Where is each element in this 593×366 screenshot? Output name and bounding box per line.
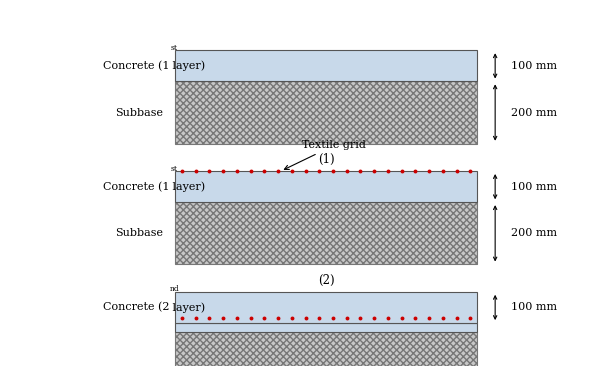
Text: (2): (2) bbox=[318, 274, 334, 287]
Text: 100 mm: 100 mm bbox=[511, 61, 557, 71]
Text: 200 mm: 200 mm bbox=[511, 108, 557, 117]
Text: layer): layer) bbox=[169, 61, 205, 71]
Text: Subbase: Subbase bbox=[115, 228, 163, 238]
Text: Concrete (1: Concrete (1 bbox=[103, 61, 169, 71]
Bar bbox=[175, 332, 477, 366]
Bar bbox=[175, 171, 477, 202]
Text: layer): layer) bbox=[169, 302, 205, 313]
Text: Concrete (2: Concrete (2 bbox=[103, 302, 169, 313]
Text: layer): layer) bbox=[169, 182, 205, 192]
Bar bbox=[175, 51, 477, 82]
Text: Textile grid: Textile grid bbox=[285, 141, 366, 169]
Text: st: st bbox=[170, 44, 177, 52]
Bar bbox=[175, 202, 477, 264]
Text: st: st bbox=[170, 165, 177, 173]
Text: nd: nd bbox=[170, 285, 180, 294]
Text: 100 mm: 100 mm bbox=[511, 182, 557, 192]
Text: Concrete (1: Concrete (1 bbox=[103, 182, 169, 192]
Text: 100 mm: 100 mm bbox=[511, 302, 557, 313]
Text: Subbase: Subbase bbox=[115, 108, 163, 117]
Text: (1): (1) bbox=[318, 153, 334, 166]
Bar bbox=[175, 82, 477, 144]
Text: 200 mm: 200 mm bbox=[511, 228, 557, 238]
Bar bbox=[175, 323, 477, 332]
Bar bbox=[175, 292, 477, 323]
